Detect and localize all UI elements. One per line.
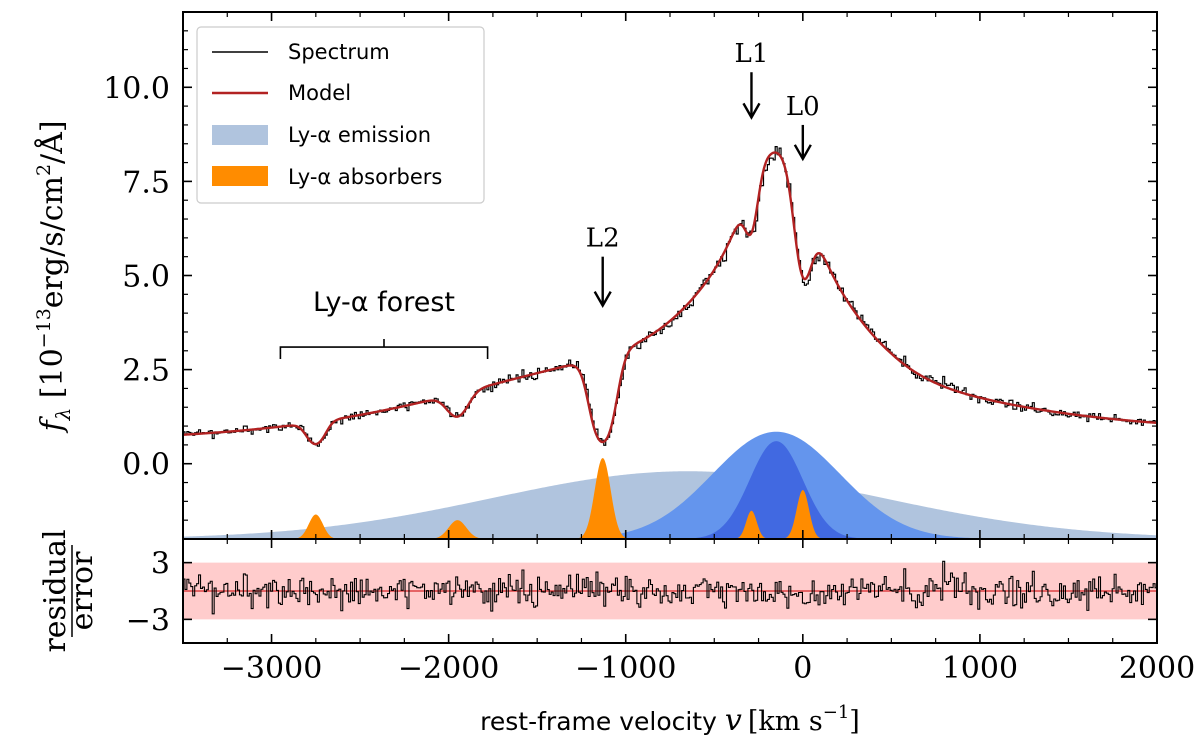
- emission-fill-intermediate: [183, 431, 1157, 539]
- spectrum-line: [183, 146, 1157, 447]
- legend-label-emission: Ly-α emission: [288, 123, 431, 147]
- arrow-l1-head: [742, 102, 761, 120]
- residual-axes-frame: [182, 538, 1158, 644]
- resid-y-tick-label: −3: [126, 603, 170, 638]
- residual-label-numerator: residual: [38, 529, 73, 652]
- residual-layer: [183, 560, 1157, 615]
- legend-label-spectrum: Spectrum: [288, 40, 390, 64]
- x-tick-label: 1000: [942, 651, 1018, 686]
- y-tick-label: 0.0: [122, 448, 170, 483]
- absorber-fill-4: [730, 510, 773, 539]
- legend-frame: [196, 26, 485, 204]
- annotation-l1: L1: [735, 39, 769, 69]
- x-tick-label: −2000: [398, 651, 499, 686]
- annotations: L0 L1 L2 Ly-α forest: [279, 39, 820, 360]
- resid-y-tick-label: 3: [151, 547, 170, 582]
- legend-swatch-absorbers: [212, 166, 268, 186]
- y-axis-label: fλ [10−13erg/s/cm2/Å]: [33, 120, 75, 433]
- forest-label: Ly-α forest: [313, 287, 455, 318]
- y-tick-label: 10.0: [103, 71, 170, 106]
- absorber-fill-2: [422, 520, 493, 539]
- absorber-fill-5: [778, 490, 828, 539]
- main-panel: 0.0 2.5 5.0 7.5 10.0: [103, 11, 1158, 540]
- x-tick-label: 0: [793, 651, 812, 686]
- spectrum-layer: [183, 146, 1157, 447]
- residual-axis-ticks: −3000 −2000 −1000 0 1000 2000 −3 3: [126, 539, 1195, 686]
- model-layer: [183, 151, 1157, 446]
- absorber-fill-1: [287, 514, 345, 539]
- arrow-l0-head: [793, 144, 812, 162]
- annotation-l0: L0: [786, 92, 820, 122]
- x-tick-label: 2000: [1119, 651, 1195, 686]
- x-tick-label: −1000: [575, 651, 676, 686]
- legend-label-absorbers: Ly-α absorbers: [288, 165, 442, 189]
- legend: Spectrum Model Ly-α emission Ly-α absorb…: [196, 26, 485, 204]
- y-tick-label: 2.5: [122, 354, 170, 389]
- forest-bracket: [279, 339, 489, 360]
- arrow-l2-head: [593, 291, 612, 309]
- residual-axis-label: residual error: [38, 529, 100, 652]
- residual-panel: −3000 −2000 −1000 0 1000 2000 −3 3: [126, 538, 1195, 686]
- legend-swatch-emission: [212, 125, 268, 145]
- legend-label-model: Model: [288, 81, 351, 105]
- model-line: [183, 151, 1157, 446]
- annotation-l2: L2: [586, 224, 620, 254]
- x-axis-label: rest-frame velocity v [km s−1]: [480, 702, 860, 738]
- emission-fill-broad: [183, 471, 1157, 539]
- main-axis-ticks: 0.0 2.5 5.0 7.5 10.0: [103, 12, 1158, 539]
- absorber-fill-3: [570, 458, 635, 539]
- emission-components: [183, 431, 1157, 539]
- y-tick-label: 5.0: [122, 260, 170, 295]
- y-tick-label: 7.5: [122, 165, 170, 200]
- residual-label-denominator: error: [65, 551, 100, 630]
- x-tick-label: −3000: [221, 651, 322, 686]
- residual-line: [183, 560, 1157, 615]
- absorber-components: [287, 458, 828, 539]
